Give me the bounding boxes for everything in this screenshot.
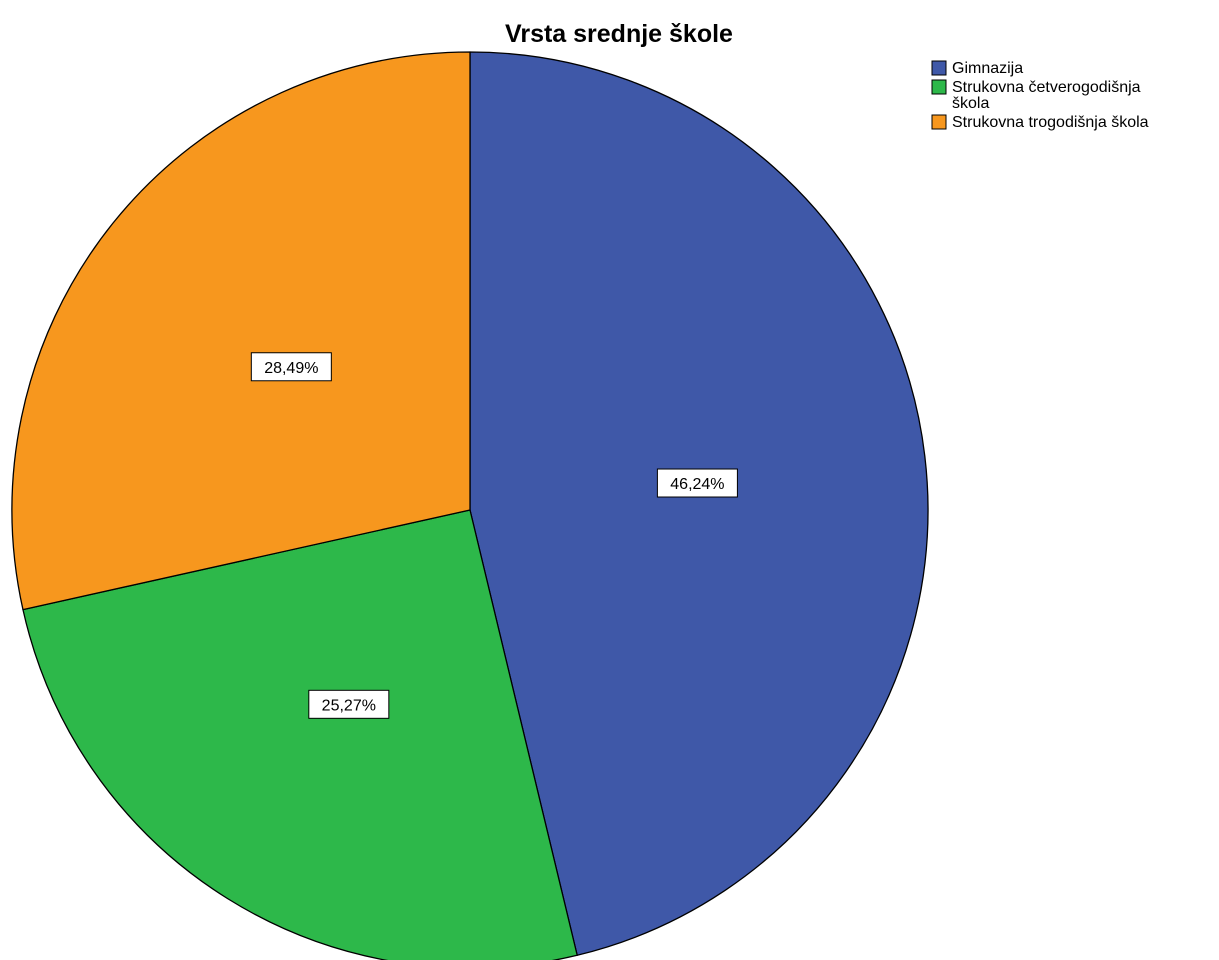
legend-label: Strukovna četverogodišnja xyxy=(952,79,1141,96)
data-label-strukovna-cetverogodisnja-skola: 25,27% xyxy=(308,689,390,719)
pie-data-labels-group: 46,24% 25,27% 28,49% xyxy=(250,352,738,719)
data-label-text: 28,49% xyxy=(264,360,318,377)
legend-swatch xyxy=(931,79,947,95)
data-label-text: 25,27% xyxy=(322,697,376,714)
data-label-box xyxy=(250,352,332,382)
legend-label: Strukovna trogodišnja škola xyxy=(952,114,1149,131)
legend-label: Gimnazija xyxy=(952,60,1023,77)
pie-slice-strukovna-trogodisnja-skola xyxy=(11,51,471,611)
pie-slice-gimnazija xyxy=(469,51,929,956)
legend-swatch xyxy=(931,60,947,76)
pie-slices-group xyxy=(11,51,929,960)
legend-item-gimnazija: Gimnazija xyxy=(931,60,1023,77)
data-label-gimnazija: 46,24% xyxy=(656,468,738,498)
legend-swatch xyxy=(931,114,947,130)
data-label-text: 46,24% xyxy=(670,476,724,493)
data-label-box xyxy=(308,689,390,719)
data-label-box xyxy=(656,468,738,498)
legend-item-strukovna-trogodisnja-skola: Strukovna trogodišnja škola xyxy=(931,114,1149,131)
pie-slice-strukovna-cetverogodisnja-skola xyxy=(22,509,578,960)
legend-label: škola xyxy=(952,95,989,112)
chart-title: Vrsta srednje škole xyxy=(505,20,733,48)
data-label-strukovna-trogodisnja-skola: 28,49% xyxy=(250,352,332,382)
